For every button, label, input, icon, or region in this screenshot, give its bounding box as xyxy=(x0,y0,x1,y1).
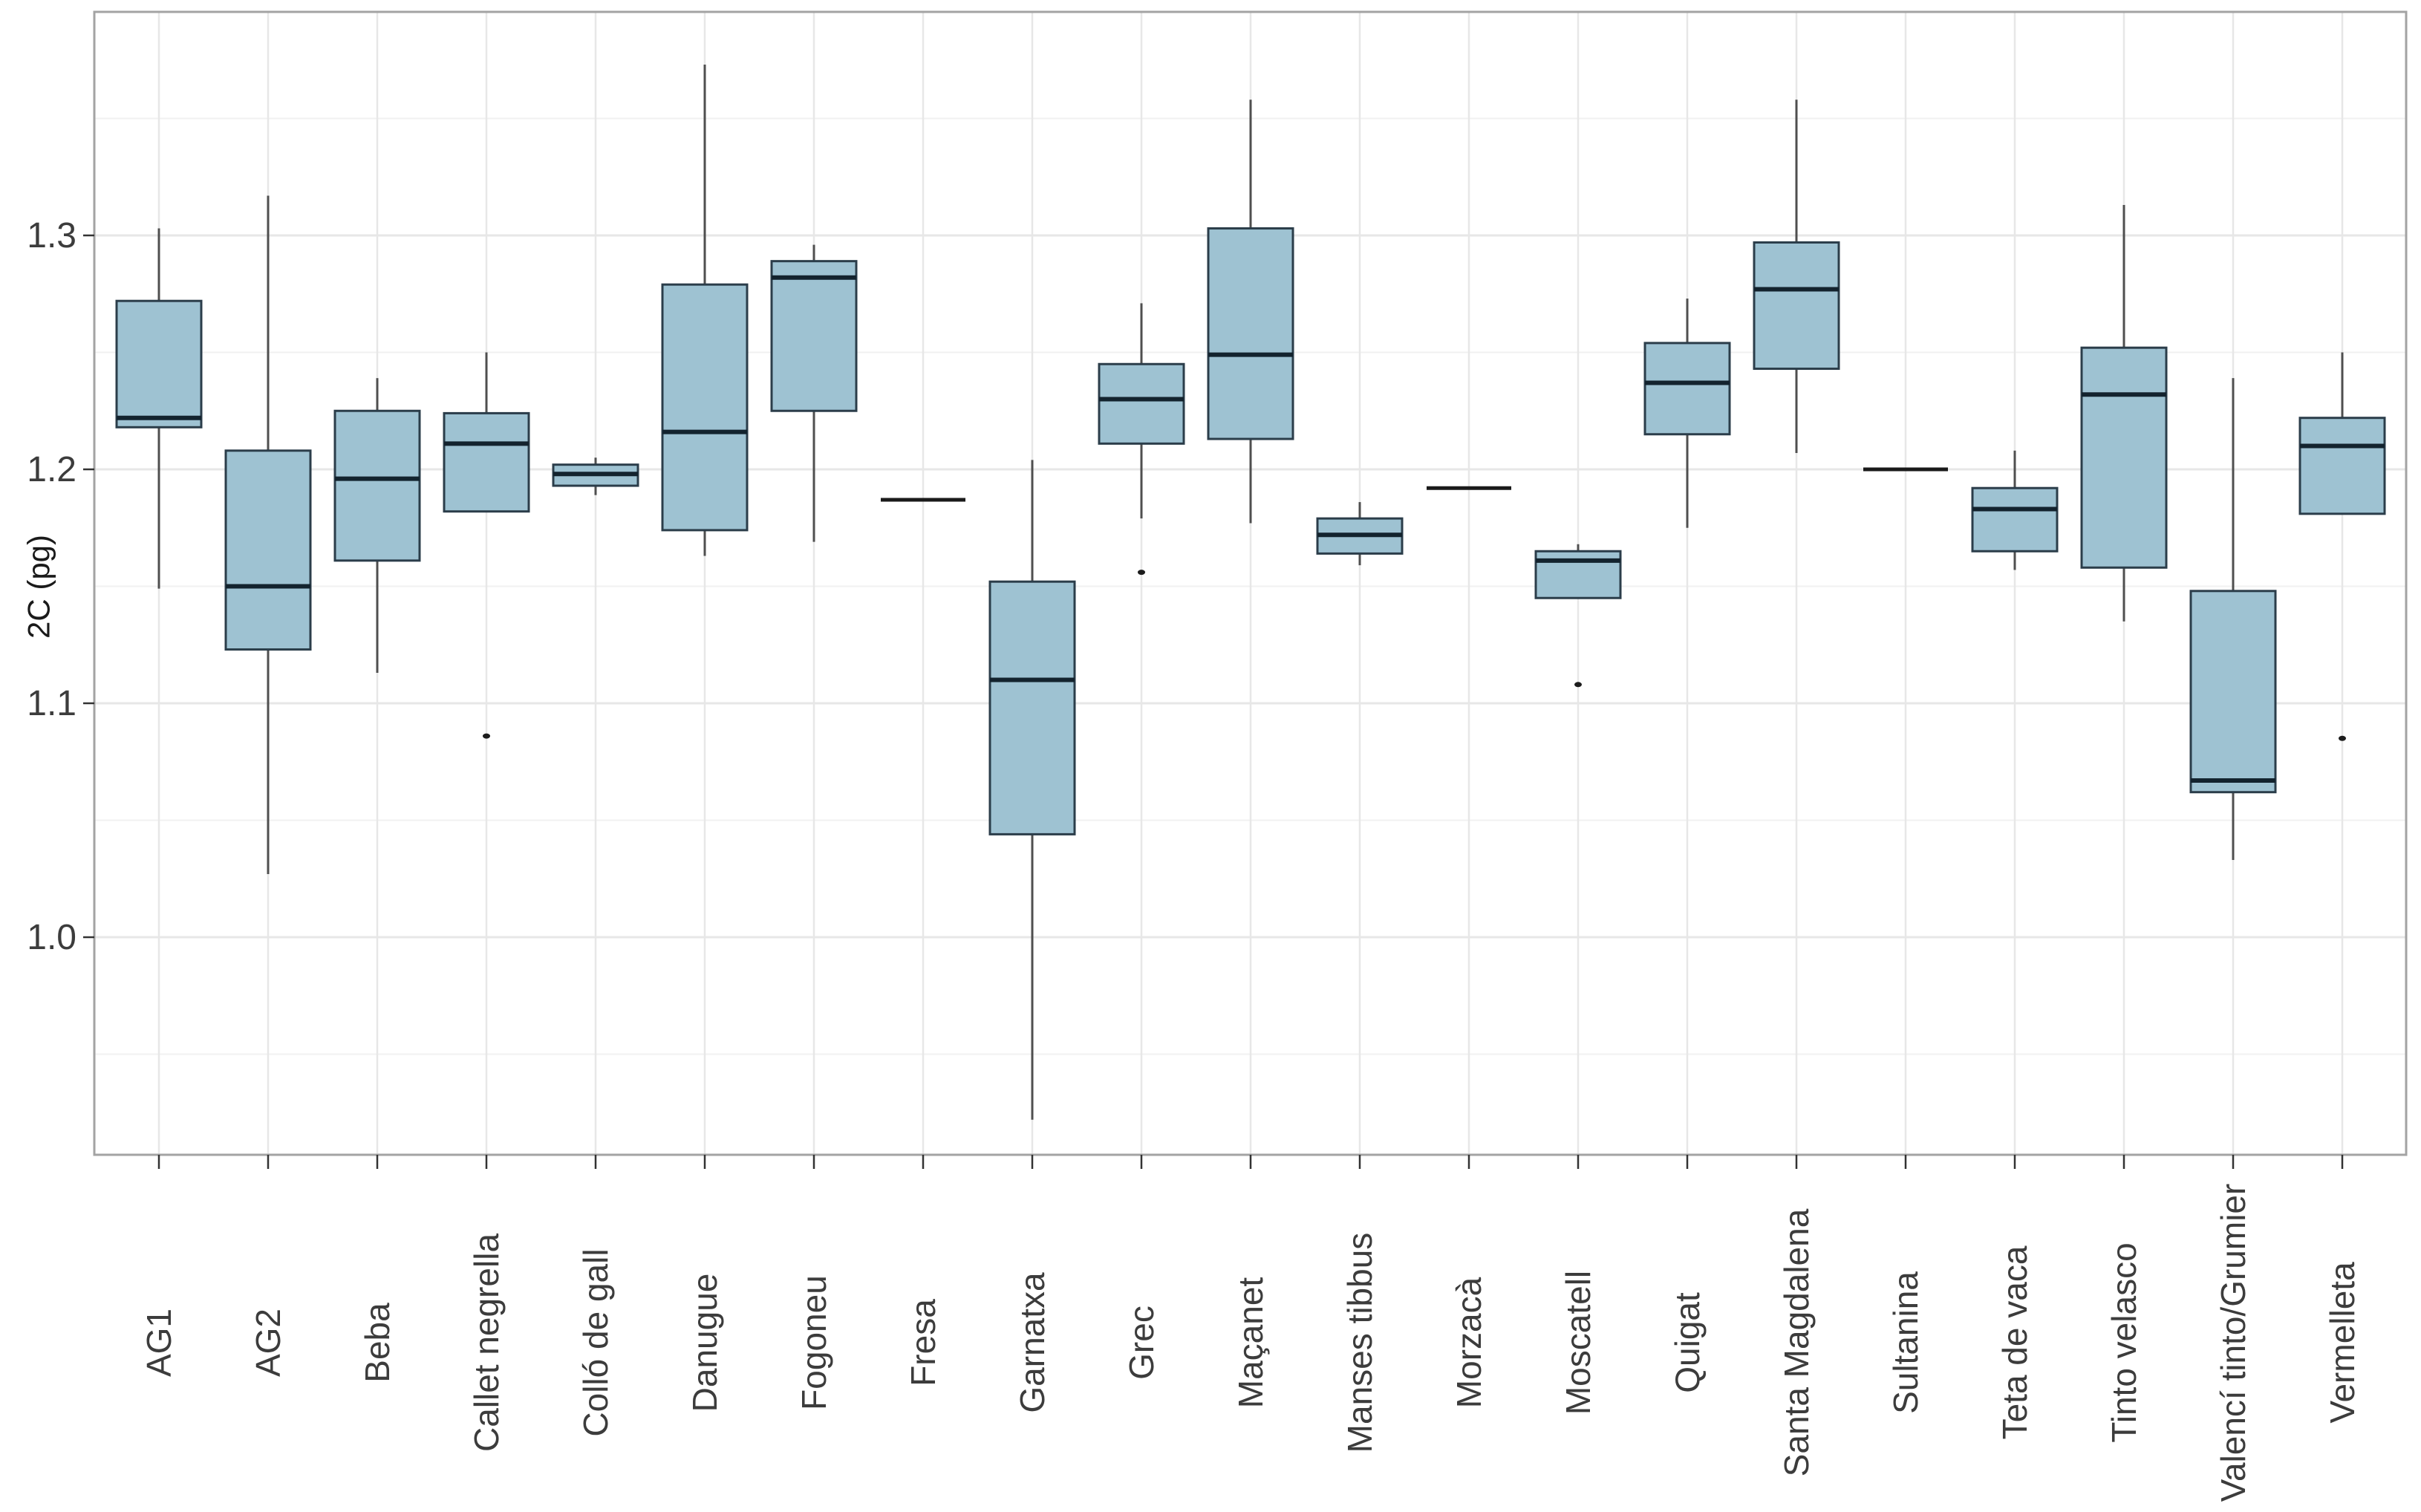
boxplot-box xyxy=(2189,590,2277,794)
x-tick-label: Manses tibbus xyxy=(1340,1233,1379,1453)
boxplot-box xyxy=(988,580,1076,835)
x-tick-label: Vermelleta xyxy=(2323,1262,2362,1424)
boxplot-box xyxy=(2298,417,2386,515)
x-tick-label: Garnatxa xyxy=(1013,1272,1052,1413)
x-tick-label: Valencí tinto/Grumier xyxy=(2214,1184,2252,1502)
boxplot-box xyxy=(1971,486,2059,553)
boxplot-box xyxy=(1207,227,1294,440)
x-tick-label: Sultanina xyxy=(1886,1271,1925,1414)
boxplot-box xyxy=(770,260,858,412)
x-tick-label: Quigat xyxy=(1668,1292,1707,1393)
boxplot-box xyxy=(115,299,203,428)
x-tick-label: Maçanet xyxy=(1231,1277,1270,1409)
y-tick-label: 1.2 xyxy=(27,450,76,489)
boxplot-box xyxy=(1643,342,1731,436)
y-tick-label: 1.3 xyxy=(27,216,76,255)
y-axis-title: 2C (pg) xyxy=(22,535,56,639)
x-tick-label: AG1 xyxy=(140,1309,178,1377)
x-tick-label: AG2 xyxy=(249,1309,287,1377)
x-tick-label: Callet negrella xyxy=(467,1234,506,1452)
boxplot-box xyxy=(333,409,421,562)
x-tick-label: Fresa xyxy=(904,1299,942,1386)
boxplot-box xyxy=(1098,362,1185,445)
boxplot-box xyxy=(443,411,530,513)
x-tick-label: Grec xyxy=(1122,1306,1161,1380)
x-tick-label: Morzacà xyxy=(1450,1277,1488,1408)
x-tick-label: Danugue xyxy=(685,1274,724,1412)
x-tick-label: Fogoneu xyxy=(795,1275,833,1410)
boxplot-box xyxy=(1534,550,1622,599)
x-tick-label: Tinto velasco xyxy=(2105,1242,2143,1442)
outlier-point xyxy=(2339,735,2346,741)
x-tick-label: Santa Magdalena xyxy=(1777,1208,1816,1476)
y-tick-label: 1.1 xyxy=(27,684,76,723)
x-tick-label: Teta de vaca xyxy=(1995,1245,2034,1439)
outlier-point xyxy=(1574,682,1582,688)
x-tick-label: Beba xyxy=(358,1303,397,1383)
boxplot-box xyxy=(2080,346,2168,569)
boxplot-box xyxy=(1753,241,1840,371)
y-tick-label: 1.0 xyxy=(27,918,76,957)
outlier-point xyxy=(1138,570,1145,576)
outlier-point xyxy=(483,733,490,739)
boxplot-box xyxy=(661,283,749,532)
boxplot-box xyxy=(224,449,312,651)
x-tick-label: Moscatell xyxy=(1559,1271,1597,1415)
x-tick-label: Colló de gall xyxy=(576,1248,615,1436)
